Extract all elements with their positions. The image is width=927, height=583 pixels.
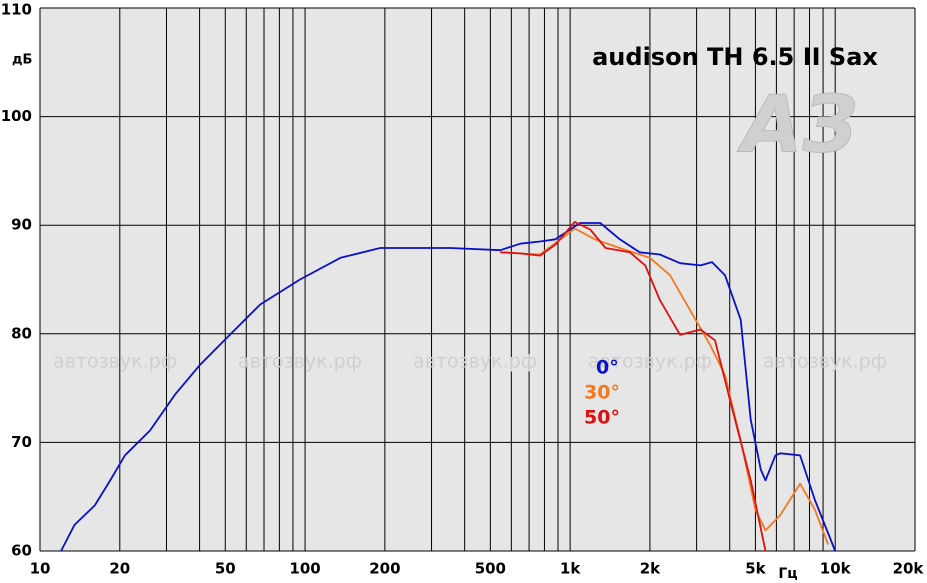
y-axis-label: дБ bbox=[12, 53, 32, 68]
x-tick-label: 10k bbox=[820, 560, 852, 578]
x-tick-label: 1k bbox=[560, 560, 581, 578]
x-tick-label: 50 bbox=[215, 560, 236, 578]
legend-entry: 50° bbox=[584, 407, 620, 429]
x-tick-label: 500 bbox=[475, 560, 506, 578]
y-tick-label: 80 bbox=[11, 324, 32, 342]
x-tick-label: 20 bbox=[109, 560, 130, 578]
x-tick-label: 20k bbox=[893, 560, 925, 578]
watermark: автозвук.рф bbox=[763, 351, 887, 373]
legend-entry: 0° bbox=[596, 357, 619, 379]
x-tick-label: 100 bbox=[289, 560, 320, 578]
y-tick-label: 90 bbox=[11, 216, 32, 234]
chart-title: audison TH 6.5 II Sax bbox=[592, 43, 878, 71]
series-line bbox=[500, 221, 767, 552]
x-tick-label: 2k bbox=[640, 560, 661, 578]
plot-area bbox=[40, 8, 915, 551]
watermark: автозвук.рф bbox=[413, 351, 537, 373]
series-line bbox=[60, 222, 837, 552]
y-tick-label: 70 bbox=[11, 433, 32, 451]
x-tick-label: 10 bbox=[30, 560, 51, 578]
watermark: автозвук.рф bbox=[238, 351, 362, 373]
y-tick-label: 60 bbox=[11, 542, 32, 560]
x-axis-label: Гц bbox=[778, 566, 797, 582]
logo: АЗ bbox=[736, 80, 858, 170]
y-tick-label: 110 bbox=[1, 1, 32, 19]
watermark: автозвук.рф bbox=[53, 351, 177, 373]
x-tick-label: 200 bbox=[369, 560, 400, 578]
x-tick-label: 5k bbox=[745, 560, 766, 578]
watermark: автозвук.рф bbox=[588, 351, 712, 373]
y-tick-label: 100 bbox=[1, 107, 32, 125]
legend-entry: 30° bbox=[584, 382, 620, 404]
series-line bbox=[500, 227, 829, 545]
